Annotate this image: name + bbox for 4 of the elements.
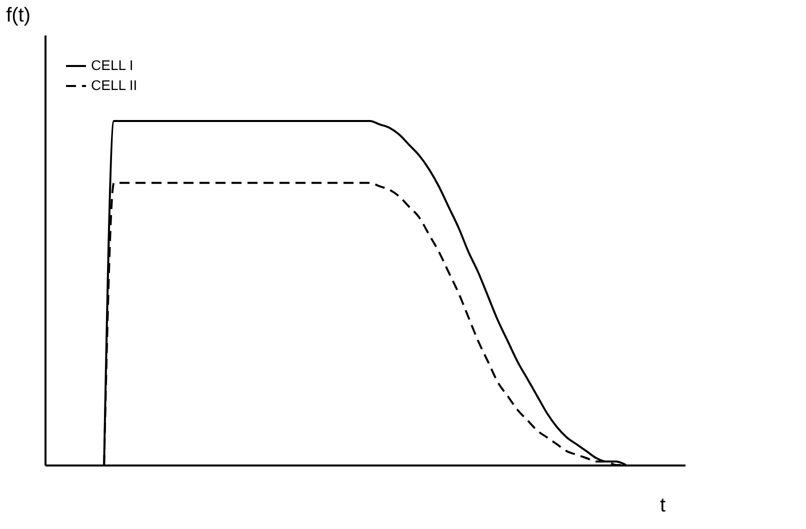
legend-label: CELL I — [91, 57, 134, 73]
legend-label: CELL II — [91, 77, 138, 93]
y-axis-title: f(t) — [6, 4, 30, 26]
x-axis-title: t — [660, 494, 666, 516]
